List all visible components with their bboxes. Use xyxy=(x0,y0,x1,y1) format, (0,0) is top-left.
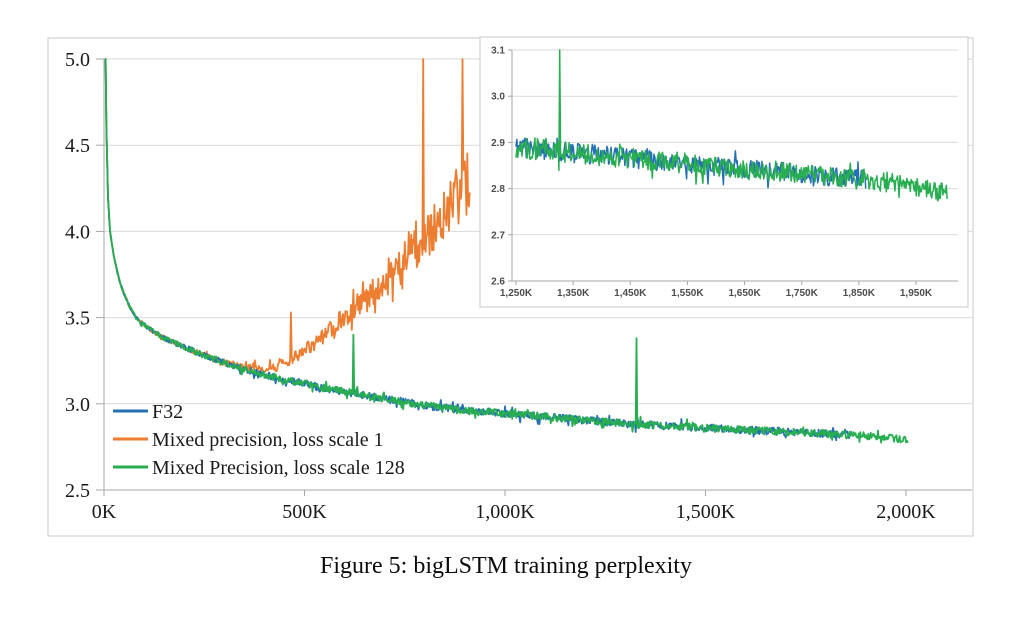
main-x-tick-label: 1,500K xyxy=(676,501,736,523)
inset-y-tick-label: 2.6 xyxy=(491,277,505,288)
main-y-tick-label: 3.5 xyxy=(65,308,90,330)
inset-x-tick-label: 1,450K xyxy=(614,288,647,299)
inset-x-tick-label: 1,650K xyxy=(728,288,761,299)
inset-chart: 2.6 2.7 2.8 2.9 3.0 3.1 1,250K 1,350K 1,450K 1,55… xyxy=(479,36,969,308)
chart-legend: F32 Mixed precision, loss scale 1 Mixed Pr… xyxy=(113,401,405,479)
inset-x-tick-label: 1,750K xyxy=(786,288,819,299)
inset-y-tick-label: 2.7 xyxy=(491,230,505,241)
inset-y-tick-label: 3.1 xyxy=(491,46,505,57)
inset-x-tick-label: 1,350K xyxy=(557,288,590,299)
main-y-tick-label: 4.5 xyxy=(65,135,90,157)
main-y-tick-label: 5.0 xyxy=(65,49,90,71)
series-mixed-precision-loss-scale-128-line xyxy=(104,58,909,444)
inset-x-tick-label: 1,850K xyxy=(843,288,876,299)
inset-series-mixed-precision-loss-scale-128-line xyxy=(515,49,948,202)
inset-x-tick-label: 1,250K xyxy=(500,288,533,299)
figure-caption: Figure 5: bigLSTM training perplexity xyxy=(320,553,692,579)
legend-label-mixed-precision-loss-scale-1: Mixed precision, loss scale 1 xyxy=(152,429,384,451)
legend-label-f32: F32 xyxy=(152,401,183,423)
inset-x-tick-label: 1,550K xyxy=(671,288,704,299)
main-x-tick-label: 0K xyxy=(92,501,117,523)
main-y-tick-label: 3.0 xyxy=(65,394,90,416)
legend-label-mixed-precision-loss-scale-128: Mixed Precision, loss scale 128 xyxy=(152,457,405,479)
inset-y-tick-label: 2.9 xyxy=(491,138,505,149)
main-x-tick-label: 2,000K xyxy=(876,501,936,523)
inset-y-tick-label: 2.8 xyxy=(491,184,505,195)
inset-y-tick-label: 3.0 xyxy=(491,92,505,103)
inset-x-tick-label: 1,950K xyxy=(900,288,933,299)
main-x-tick-label: 500K xyxy=(282,501,327,523)
main-y-tick-label: 2.5 xyxy=(65,480,90,502)
main-x-tick-label: 1,000K xyxy=(475,501,535,523)
main-y-tick-label: 4.0 xyxy=(65,221,90,243)
